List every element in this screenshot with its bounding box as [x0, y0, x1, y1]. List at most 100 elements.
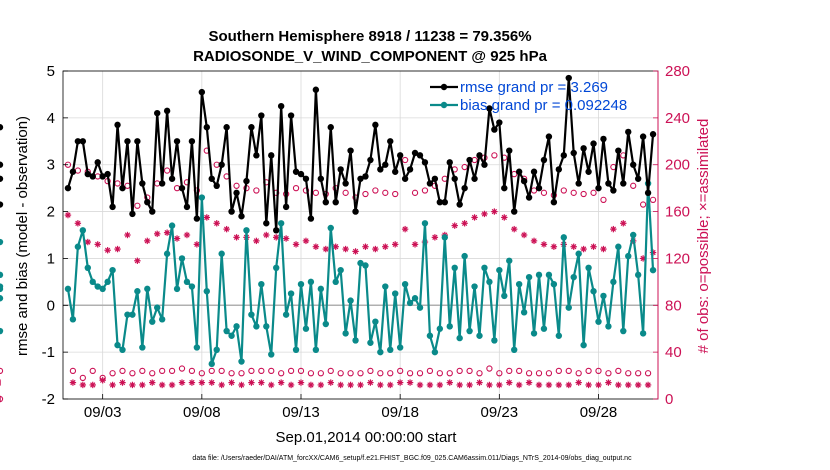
rmse-point	[615, 147, 622, 154]
rmse-point	[565, 74, 572, 82]
bias-point	[139, 344, 146, 351]
bias-point	[352, 337, 359, 344]
bias-point	[168, 222, 176, 229]
bias-point	[362, 262, 369, 269]
rmse-point	[178, 184, 186, 192]
obs-possible-point	[382, 189, 389, 196]
bias-point	[342, 330, 349, 337]
obs-possible-point	[297, 367, 305, 375]
bias-point	[555, 332, 563, 339]
obs-possible-point	[496, 370, 503, 377]
bias-point	[198, 194, 206, 201]
right-tick-label: 120	[665, 250, 690, 267]
bias-point	[193, 344, 201, 351]
obs-possible-point	[134, 202, 141, 209]
obs-assimilated-point	[515, 381, 523, 389]
series-layer	[0, 74, 657, 368]
obs-assimilated-point	[466, 381, 473, 389]
obs-assimilated-point	[634, 381, 642, 389]
bias-point	[491, 337, 498, 344]
bias-point	[540, 325, 548, 332]
bias-point	[163, 250, 171, 257]
rmse-point	[491, 126, 498, 133]
obs-possible-point	[188, 367, 196, 375]
rmse-point	[401, 175, 409, 182]
obs-assimilated-point	[69, 379, 77, 386]
obs-possible-point	[307, 370, 315, 377]
rmse-point	[273, 227, 280, 234]
bias-point	[0, 327, 4, 335]
bias-point	[451, 264, 458, 271]
obs-assimilated-point	[590, 243, 597, 250]
obs-possible-point	[525, 370, 533, 377]
rmse-point	[550, 199, 558, 206]
obs-possible-point	[218, 367, 225, 375]
obs-possible-point	[79, 374, 86, 382]
obs-assimilated-point	[223, 225, 230, 233]
bias-point	[208, 360, 215, 368]
obs-assimilated-point	[233, 234, 240, 241]
obs-possible-point	[287, 367, 295, 375]
left-tick-label: 0	[47, 297, 55, 314]
obs-possible-point	[466, 367, 473, 375]
rmse-point	[74, 138, 82, 145]
obs-possible-point	[168, 367, 176, 375]
bias-point	[119, 346, 126, 353]
obs-possible-point	[372, 187, 379, 194]
bias-point	[426, 332, 434, 339]
obs-possible-point	[253, 187, 260, 194]
bias-point	[496, 266, 503, 274]
rmse-point	[84, 170, 91, 178]
rmse-point	[525, 194, 533, 201]
obs-possible-point	[600, 196, 607, 204]
rmse-point	[456, 201, 463, 208]
rmse-point	[515, 168, 523, 175]
obs-possible-point	[238, 370, 245, 377]
obs-possible-point	[0, 367, 4, 375]
obs-assimilated-point	[193, 241, 201, 248]
rmse-point	[416, 152, 424, 159]
rmse-point	[69, 168, 77, 175]
obs-assimilated-point	[149, 379, 156, 386]
bias-point	[625, 252, 632, 260]
obs-assimilated-point	[302, 237, 310, 245]
obs-assimilated-point	[154, 230, 161, 238]
obs-possible-point	[342, 189, 349, 196]
obs-assimilated-point	[248, 379, 255, 386]
rmse-point	[451, 175, 458, 182]
obs-assimilated-point	[64, 211, 72, 219]
obs-assimilated-point	[208, 379, 215, 386]
rmse-point	[99, 173, 106, 180]
rmse-point	[223, 124, 230, 131]
bias-point	[575, 250, 582, 257]
obs-assimilated-point	[565, 381, 572, 389]
bias-point	[124, 311, 131, 318]
rmse-point	[238, 213, 245, 220]
rmse-point	[213, 182, 220, 189]
obs-possible-point	[0, 395, 4, 403]
bias-point	[610, 278, 617, 286]
bias-point	[94, 283, 101, 290]
obs-assimilated-point	[401, 225, 409, 233]
bias-point	[630, 231, 637, 239]
obs-assimilated-point	[129, 381, 136, 389]
rmse-point	[89, 173, 96, 180]
rmse-point	[575, 180, 582, 187]
rmse-point	[282, 203, 290, 211]
rmse-point	[372, 121, 379, 129]
obs-possible-point	[516, 367, 523, 375]
x-tick-label: 09/28	[580, 404, 618, 421]
legend-label: bias grand pr = 0.092248	[460, 97, 627, 114]
obs-possible-point	[392, 190, 399, 198]
obs-possible-point	[644, 370, 652, 377]
obs-assimilated-point	[372, 245, 379, 253]
rmse-point	[630, 161, 637, 168]
rmse-point	[168, 175, 176, 182]
bias-point	[89, 278, 96, 286]
rmse-point	[625, 128, 632, 136]
obs-possible-point	[486, 365, 493, 372]
bias-point	[396, 344, 404, 351]
obs-possible-point	[292, 184, 300, 192]
bias-point	[273, 264, 280, 271]
